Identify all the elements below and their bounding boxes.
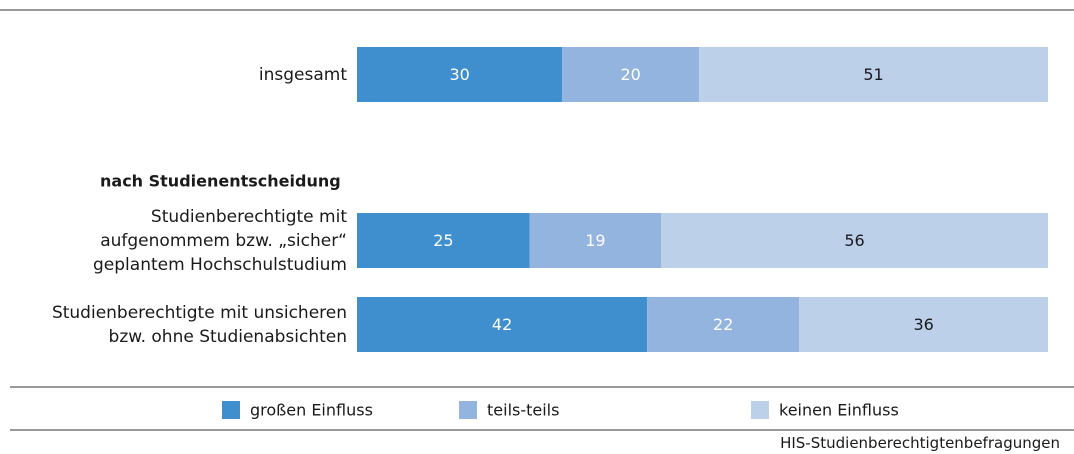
bar-segment	[357, 213, 530, 268]
data-label: 42	[492, 315, 512, 334]
data-label: 56	[844, 231, 864, 250]
bar-segment	[647, 297, 800, 352]
bar-segment	[661, 213, 1048, 268]
bar-segment	[357, 297, 648, 352]
data-label: 51	[863, 65, 883, 84]
legend-label: großen Einfluss	[250, 401, 373, 420]
data-label: 25	[433, 231, 453, 250]
legend-swatch	[222, 401, 240, 419]
data-label: 20	[620, 65, 640, 84]
data-label: 30	[449, 65, 469, 84]
bar-segment	[699, 47, 1048, 102]
category-label: Studienberechtigte mit aufgenommem bzw. …	[93, 206, 347, 275]
legend-label: teils-teils	[487, 401, 559, 420]
source: HIS-Studienberechtigtenbefragungen	[780, 434, 1060, 452]
category-label: insgesamt	[258, 64, 347, 85]
data-label: 36	[913, 315, 933, 334]
bar-segment	[799, 297, 1048, 352]
bar-segment	[562, 47, 700, 102]
data-label: 19	[585, 231, 605, 250]
legend-swatch	[751, 401, 769, 419]
group-label: nach Studienentscheidung	[100, 171, 341, 191]
category-label: Studienberechtigte mit unsicheren bzw. o…	[51, 302, 347, 347]
bar-segment	[357, 47, 563, 102]
legend-swatch	[459, 401, 477, 419]
legend-label: keinen Einfluss	[779, 401, 899, 420]
data-label: 22	[713, 315, 733, 334]
bar-segment	[529, 213, 662, 268]
